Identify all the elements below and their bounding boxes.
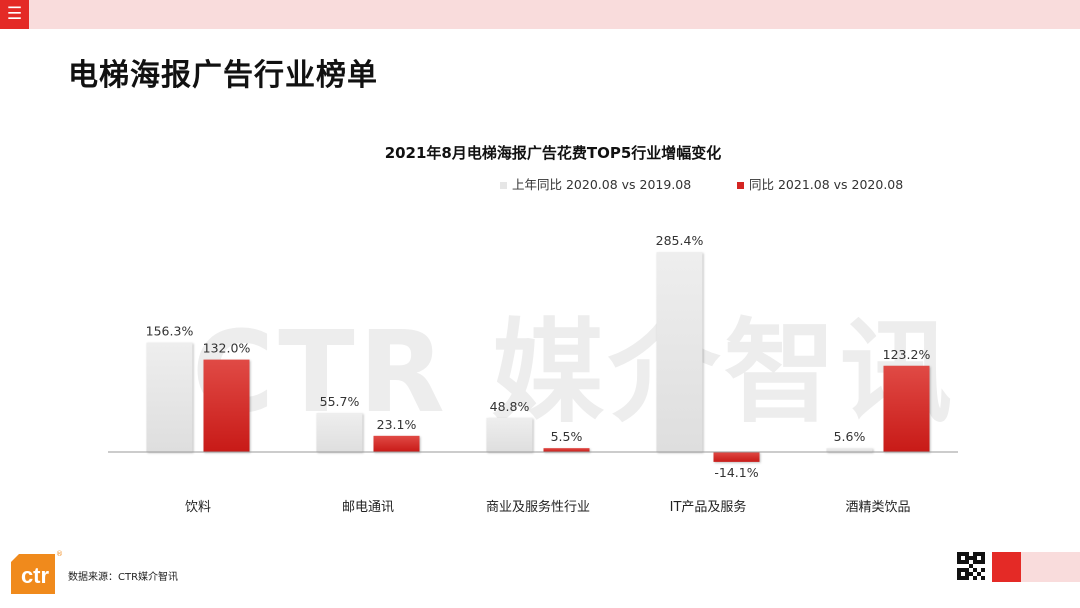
chart-bars: 156.3% 55.7% 48.8% 285.4% 5.6% 132.0% 23.1% 5.5… — [146, 233, 931, 480]
ctr-logo: ctr — [11, 554, 55, 594]
bar-current-year-0 — [203, 359, 250, 452]
legend-swatch-0 — [500, 182, 507, 189]
footer-pink-block — [1021, 552, 1080, 582]
top-bar — [0, 0, 1080, 29]
data-label-prev-year-1: 55.7% — [320, 394, 360, 409]
bar-prev-year-2 — [486, 417, 533, 452]
data-label-prev-year-2: 48.8% — [490, 399, 530, 414]
data-label-current-year-1: 23.1% — [377, 417, 417, 432]
logo-text: ctr — [21, 563, 50, 588]
data-label-current-year-0: 132.0% — [203, 341, 251, 356]
bar-prev-year-1 — [316, 413, 363, 452]
bar-current-year-2 — [543, 448, 590, 452]
legend-label-0: 上年同比 2020.08 vs 2019.08 — [512, 177, 691, 192]
logo-registered-mark: ® — [56, 550, 63, 558]
chart-title: 2021年8月电梯海报广告花费TOP5行业增幅变化 — [385, 144, 722, 162]
data-label-prev-year-0: 156.3% — [146, 324, 194, 339]
bar-prev-year-3 — [656, 252, 703, 452]
bar-current-year-3 — [713, 452, 760, 462]
footer-red-block — [992, 552, 1021, 582]
data-label-current-year-2: 5.5% — [551, 429, 583, 444]
bar-prev-year-4 — [826, 448, 873, 452]
bar-prev-year-0 — [146, 342, 193, 452]
category-label-4: 酒精类饮品 — [845, 500, 910, 515]
category-labels: 饮料 邮电通讯 商业及服务性行业 IT产品及服务 酒精类饮品 — [185, 499, 911, 515]
qr-code-icon[interactable] — [957, 552, 985, 580]
page-title: 电梯海报广告行业榜单 — [68, 58, 378, 93]
data-source: 数据来源：CTR媒介智讯 — [68, 572, 179, 583]
data-label-prev-year-3: 285.4% — [656, 233, 704, 248]
chart-legend: 上年同比 2020.08 vs 2019.08 同比 2021.08 vs 202… — [500, 177, 903, 192]
category-label-1: 邮电通讯 — [342, 500, 394, 515]
data-label-current-year-4: 123.2% — [883, 347, 931, 362]
category-label-3: IT产品及服务 — [670, 499, 747, 515]
legend-swatch-1 — [737, 182, 744, 189]
hamburger-menu-icon[interactable]: ☰ — [0, 0, 29, 29]
data-label-prev-year-4: 5.6% — [834, 429, 866, 444]
bar-current-year-1 — [373, 435, 420, 452]
data-label-current-year-3: -14.1% — [714, 465, 758, 480]
bar-current-year-4 — [883, 365, 930, 452]
category-label-0: 饮料 — [185, 500, 211, 515]
legend-label-1: 同比 2021.08 vs 2020.08 — [749, 177, 903, 192]
category-label-2: 商业及服务性行业 — [486, 499, 590, 515]
